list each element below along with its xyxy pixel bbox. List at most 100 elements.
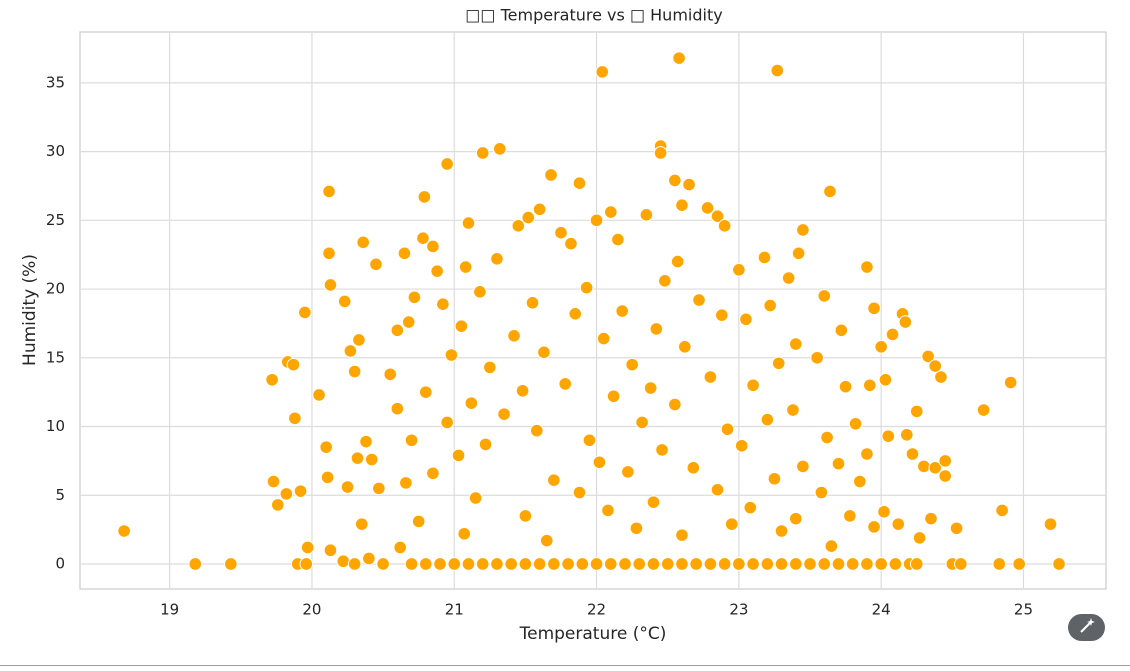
point bbox=[451, 448, 466, 463]
point bbox=[337, 294, 352, 309]
point bbox=[1052, 557, 1066, 571]
point bbox=[689, 557, 703, 571]
point bbox=[483, 360, 497, 375]
point bbox=[411, 514, 426, 529]
point bbox=[803, 557, 817, 571]
point bbox=[831, 557, 846, 571]
point bbox=[703, 557, 718, 571]
point bbox=[511, 219, 526, 233]
point bbox=[621, 465, 635, 479]
magic-button[interactable] bbox=[1068, 614, 1105, 641]
chart-title: □□ Temperature vs □ Humidity bbox=[465, 6, 722, 25]
point bbox=[356, 235, 370, 250]
point bbox=[416, 231, 430, 245]
magic-icon bbox=[1079, 618, 1095, 633]
point bbox=[658, 274, 672, 288]
point bbox=[885, 327, 900, 342]
point bbox=[350, 451, 365, 465]
point bbox=[860, 260, 874, 274]
point bbox=[188, 557, 203, 571]
point bbox=[817, 289, 832, 303]
point bbox=[286, 357, 301, 372]
point bbox=[518, 509, 533, 523]
point bbox=[814, 485, 829, 500]
point bbox=[646, 557, 661, 571]
point bbox=[714, 308, 729, 322]
point bbox=[266, 474, 281, 489]
point bbox=[399, 476, 413, 490]
point bbox=[426, 239, 440, 254]
point bbox=[401, 315, 416, 329]
point bbox=[796, 223, 810, 237]
point bbox=[490, 557, 504, 571]
point bbox=[838, 379, 853, 394]
point bbox=[426, 466, 440, 481]
point bbox=[589, 213, 604, 228]
point bbox=[475, 557, 490, 571]
point bbox=[878, 372, 893, 387]
point bbox=[710, 209, 725, 224]
point bbox=[810, 350, 824, 365]
point bbox=[444, 348, 459, 362]
x-tick-label: 20 bbox=[302, 601, 321, 619]
point bbox=[625, 357, 639, 372]
x-tick-label: 21 bbox=[445, 601, 464, 619]
y-tick-label: 15 bbox=[46, 348, 65, 366]
point bbox=[700, 201, 715, 215]
point bbox=[677, 339, 692, 354]
plot-area bbox=[79, 31, 1107, 590]
point bbox=[646, 495, 661, 509]
point bbox=[774, 557, 789, 571]
point bbox=[1003, 375, 1018, 390]
point bbox=[938, 469, 952, 483]
point bbox=[518, 557, 533, 571]
point bbox=[786, 403, 800, 417]
point bbox=[867, 520, 881, 534]
point bbox=[924, 511, 938, 526]
point bbox=[670, 254, 685, 269]
point bbox=[537, 345, 551, 360]
point bbox=[299, 557, 314, 571]
point bbox=[521, 210, 536, 225]
point bbox=[589, 557, 604, 571]
point bbox=[949, 521, 964, 536]
point bbox=[668, 397, 682, 412]
point bbox=[397, 246, 412, 261]
point bbox=[322, 184, 336, 199]
point bbox=[461, 216, 476, 230]
point bbox=[905, 447, 920, 461]
point bbox=[788, 511, 803, 526]
point bbox=[843, 509, 857, 523]
point bbox=[909, 404, 924, 419]
point bbox=[603, 205, 618, 219]
point bbox=[572, 176, 587, 191]
point bbox=[582, 433, 597, 448]
point bbox=[732, 557, 746, 571]
y-tick-label: 0 bbox=[55, 554, 65, 572]
point bbox=[649, 322, 664, 336]
point bbox=[877, 504, 891, 519]
point bbox=[418, 557, 433, 571]
point bbox=[760, 557, 775, 571]
point bbox=[490, 252, 504, 266]
point bbox=[359, 434, 373, 449]
point bbox=[899, 427, 914, 442]
point bbox=[703, 370, 718, 384]
point bbox=[596, 331, 611, 346]
point bbox=[468, 491, 483, 505]
point bbox=[224, 557, 238, 571]
point bbox=[340, 480, 355, 494]
point bbox=[746, 557, 760, 571]
point bbox=[547, 557, 561, 571]
point bbox=[271, 498, 285, 512]
point bbox=[461, 557, 476, 571]
x-axis-label: Temperature (°C) bbox=[519, 624, 667, 644]
point bbox=[293, 484, 308, 498]
point bbox=[525, 296, 540, 310]
point bbox=[824, 539, 839, 553]
point bbox=[376, 557, 390, 571]
point bbox=[682, 177, 696, 192]
point bbox=[343, 344, 358, 358]
y-tick-label: 10 bbox=[46, 417, 65, 435]
